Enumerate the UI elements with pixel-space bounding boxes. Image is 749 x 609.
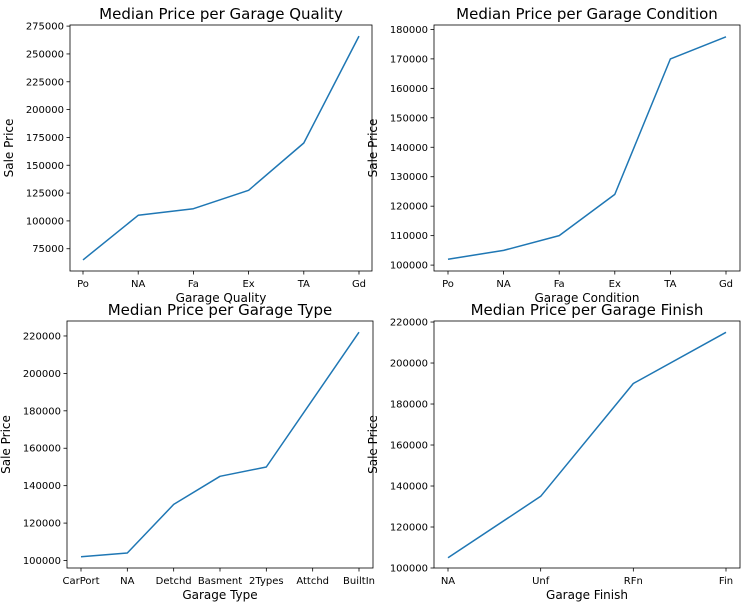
chart-condition-x-tick-label: Fa bbox=[554, 279, 565, 290]
chart-garage-type: Median Price per Garage Type Garage Type S… bbox=[0, 301, 375, 602]
chart-type-x-tick-label: BuiltIn bbox=[343, 576, 375, 587]
chart-type-x-tick-label: Attchd bbox=[296, 576, 329, 587]
chart-finish-x-tick-label: RFn bbox=[624, 576, 643, 587]
chart-quality-y-tick-label: 125000 bbox=[26, 189, 64, 200]
chart-quality-y-tick-label: 175000 bbox=[26, 133, 64, 144]
chart-type-y-tick-label: 140000 bbox=[23, 481, 61, 492]
chart-quality-x-tick-label: Ex bbox=[242, 279, 254, 290]
chart-finish-x-tick-label: NA bbox=[441, 576, 455, 587]
chart-quality-y-tick-label: 75000 bbox=[32, 244, 64, 255]
chart-quality-y-tick-label: 225000 bbox=[26, 77, 64, 88]
chart-type-x-tick-label: CarPort bbox=[62, 576, 99, 587]
chart-finish-y-tick-label: 180000 bbox=[390, 400, 428, 411]
chart-condition-y-axis-label: Sale Price bbox=[366, 119, 380, 178]
chart-type-y-tick-label: 180000 bbox=[23, 406, 61, 417]
chart-condition-y-tick-label: 170000 bbox=[390, 54, 428, 65]
chart-quality-frame bbox=[69, 24, 373, 272]
chart-garage-finish: Median Price per Garage Finish Garage Fin… bbox=[366, 301, 741, 602]
chart-condition-x-tick-label: Gd bbox=[719, 279, 733, 290]
chart-condition-y-tick-label: 180000 bbox=[390, 25, 428, 36]
chart-finish-y-tick-label: 100000 bbox=[390, 564, 428, 575]
chart-type-x-tick-label: NA bbox=[120, 576, 134, 587]
chart-condition-y-tick-label: 160000 bbox=[390, 84, 428, 95]
chart-finish-y-tick-label: 200000 bbox=[390, 359, 428, 370]
chart-type-y-axis-label: Sale Price bbox=[0, 415, 13, 474]
chart-finish-x-axis-label: Garage Finish bbox=[546, 588, 628, 602]
chart-quality-x-tick-label: TA bbox=[297, 279, 310, 290]
chart-quality-y-tick-label: 100000 bbox=[26, 216, 64, 227]
chart-quality-y-tick-label: 150000 bbox=[26, 161, 64, 172]
chart-finish-y-tick-label: 140000 bbox=[390, 482, 428, 493]
chart-quality-y-tick-label: 250000 bbox=[26, 49, 64, 60]
chart-condition-y-tick-label: 120000 bbox=[390, 202, 428, 213]
chart-finish-y-tick-label: 120000 bbox=[390, 523, 428, 534]
chart-quality-y-tick-label: 200000 bbox=[26, 105, 64, 116]
chart-finish-x-tick-label: Fin bbox=[719, 576, 733, 587]
chart-garage-quality: Median Price per Garage Quality Garage Qu… bbox=[2, 5, 373, 305]
chart-condition-x-tick-label: Po bbox=[442, 279, 454, 290]
chart-type-title: Median Price per Garage Type bbox=[108, 301, 333, 319]
chart-type-x-tick-label: 2Types bbox=[249, 576, 284, 587]
chart-type-y-tick-label: 220000 bbox=[23, 331, 61, 342]
chart-quality-x-tick-label: Fa bbox=[188, 279, 199, 290]
chart-type-y-tick-label: 100000 bbox=[23, 556, 61, 567]
chart-condition-x-tick-label: Ex bbox=[609, 279, 621, 290]
chart-quality-x-tick-label: NA bbox=[131, 279, 145, 290]
chart-finish-series-line bbox=[447, 331, 727, 559]
chart-condition-x-tick-label: NA bbox=[496, 279, 510, 290]
chart-condition-y-tick-label: 130000 bbox=[390, 172, 428, 183]
chart-quality-y-axis-label: Sale Price bbox=[2, 119, 16, 178]
chart-condition-y-tick-label: 150000 bbox=[390, 113, 428, 124]
chart-garage-condition: Median Price per Garage Condition Garage … bbox=[366, 5, 741, 305]
chart-type-y-tick-label: 200000 bbox=[23, 369, 61, 380]
chart-condition-x-tick-label: TA bbox=[663, 279, 676, 290]
chart-type-x-axis-label: Garage Type bbox=[182, 588, 257, 602]
chart-condition-title: Median Price per Garage Condition bbox=[456, 5, 718, 23]
chart-quality-x-axis-label: Garage Quality bbox=[176, 291, 267, 305]
chart-finish-frame bbox=[433, 320, 741, 569]
chart-condition-frame bbox=[433, 24, 741, 272]
chart-type-series-line bbox=[80, 331, 360, 558]
chart-type-y-tick-label: 120000 bbox=[23, 519, 61, 530]
chart-condition-series-line bbox=[447, 36, 727, 260]
chart-condition-y-tick-label: 140000 bbox=[390, 143, 428, 154]
chart-type-x-tick-label: Basment bbox=[198, 576, 242, 587]
chart-quality-x-tick-label: Gd bbox=[352, 279, 366, 290]
chart-type-frame bbox=[66, 320, 374, 569]
chart-quality-title: Median Price per Garage Quality bbox=[99, 5, 343, 23]
chart-condition-x-axis-label: Garage Condition bbox=[534, 291, 639, 305]
chart-quality-series-line bbox=[82, 35, 360, 261]
chart-finish-title: Median Price per Garage Finish bbox=[471, 301, 704, 319]
chart-condition-y-tick-label: 110000 bbox=[390, 231, 428, 242]
chart-finish-x-tick-label: Unf bbox=[532, 576, 550, 587]
chart-condition-y-tick-label: 100000 bbox=[390, 261, 428, 272]
chart-quality-x-tick-label: Po bbox=[77, 279, 89, 290]
chart-finish-y-axis-label: Sale Price bbox=[366, 415, 380, 474]
chart-quality-y-tick-label: 275000 bbox=[26, 22, 64, 33]
chart-type-x-tick-label: Detchd bbox=[156, 576, 192, 587]
chart-finish-y-tick-label: 160000 bbox=[390, 441, 428, 452]
chart-finish-y-tick-label: 220000 bbox=[390, 318, 428, 329]
chart-type-y-tick-label: 160000 bbox=[23, 444, 61, 455]
